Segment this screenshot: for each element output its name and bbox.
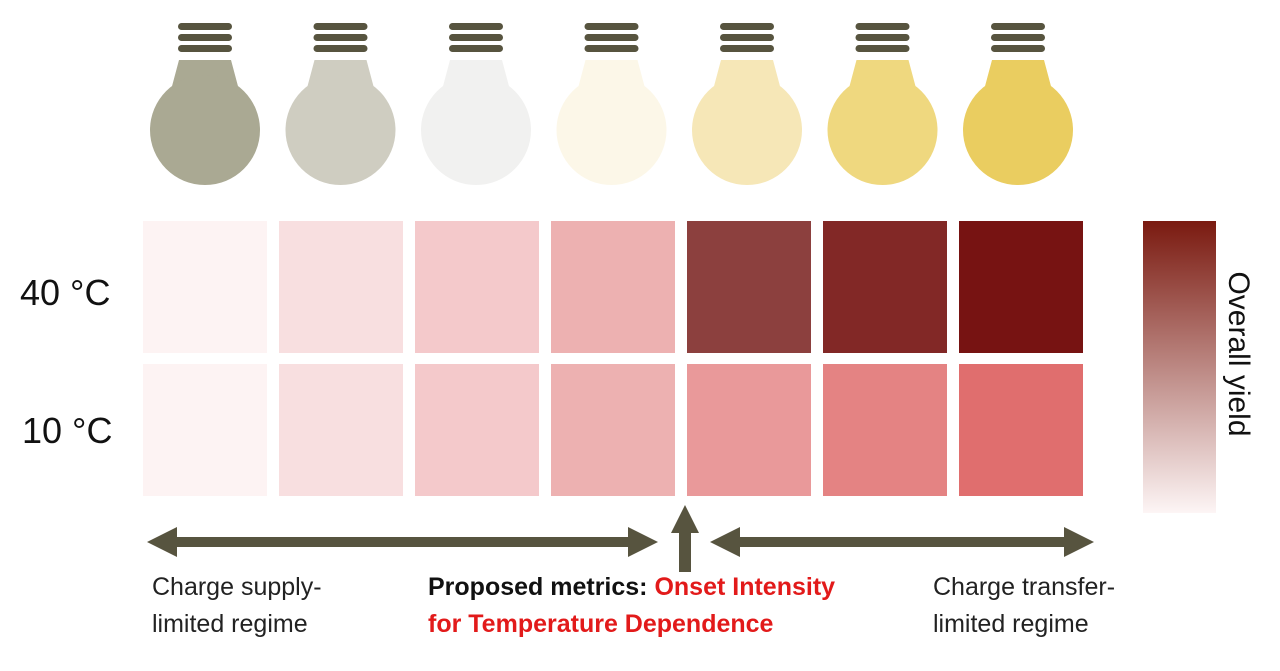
right-arrow-shaft bbox=[735, 537, 1070, 547]
heatmap-cell bbox=[687, 364, 811, 496]
heatmap-cell bbox=[551, 364, 675, 496]
metric-highlight-1: Onset Intensity bbox=[654, 573, 836, 601]
regime-arrows bbox=[147, 505, 1094, 572]
up-arrow-head bbox=[671, 505, 699, 533]
up-arrow-shaft bbox=[679, 530, 691, 572]
light-bulb-icon bbox=[963, 23, 1073, 185]
light-bulb-row bbox=[150, 23, 1073, 185]
right-arrow-head-right bbox=[1064, 527, 1094, 557]
heatmap-cell bbox=[959, 221, 1083, 353]
metric-prefix: Proposed metrics: bbox=[428, 573, 655, 601]
left-arrow-shaft bbox=[172, 537, 634, 547]
colorbar-label: Overall yield bbox=[1222, 271, 1255, 437]
metric-highlight-2: for Temperature Dependence bbox=[428, 610, 774, 638]
row-label-40c: 40 °C bbox=[20, 272, 111, 313]
right-regime-label: Charge transfer- limited regime bbox=[933, 569, 1115, 643]
heatmap-cell bbox=[279, 221, 403, 353]
heatmap-cell bbox=[143, 364, 267, 496]
heatmap-cell bbox=[415, 221, 539, 353]
left-regime-line-1: Charge supply- bbox=[152, 573, 322, 601]
right-regime-line-1: Charge transfer- bbox=[933, 573, 1116, 601]
right-regime-line-2: limited regime bbox=[933, 610, 1089, 638]
light-bulb-icon bbox=[827, 23, 938, 185]
heatmap-cell bbox=[823, 221, 947, 353]
right-arrow-head-left bbox=[710, 527, 740, 557]
row-label-10c: 10 °C bbox=[22, 410, 113, 451]
heatmap-cell bbox=[415, 364, 539, 496]
light-bulb-icon bbox=[556, 23, 667, 185]
colorbar bbox=[1143, 221, 1216, 513]
heatmap-grid bbox=[143, 221, 1083, 496]
heatmap-cell bbox=[551, 221, 675, 353]
light-bulb-icon bbox=[421, 23, 531, 185]
left-arrow-head-right bbox=[628, 527, 658, 557]
heatmap-cell bbox=[143, 221, 267, 353]
proposed-metric-label: Proposed metrics: Onset Intensity for Te… bbox=[428, 569, 835, 643]
left-regime-label: Charge supply- limited regime bbox=[152, 569, 322, 643]
left-regime-line-2: limited regime bbox=[152, 610, 308, 638]
light-bulb-icon bbox=[692, 23, 802, 185]
heatmap-cell bbox=[823, 364, 947, 496]
light-bulb-icon bbox=[285, 23, 396, 185]
light-bulb-icon bbox=[150, 23, 260, 185]
heatmap-cell bbox=[279, 364, 403, 496]
heatmap-cell bbox=[959, 364, 1083, 496]
left-arrow-head-left bbox=[147, 527, 177, 557]
heatmap-cell bbox=[687, 221, 811, 353]
